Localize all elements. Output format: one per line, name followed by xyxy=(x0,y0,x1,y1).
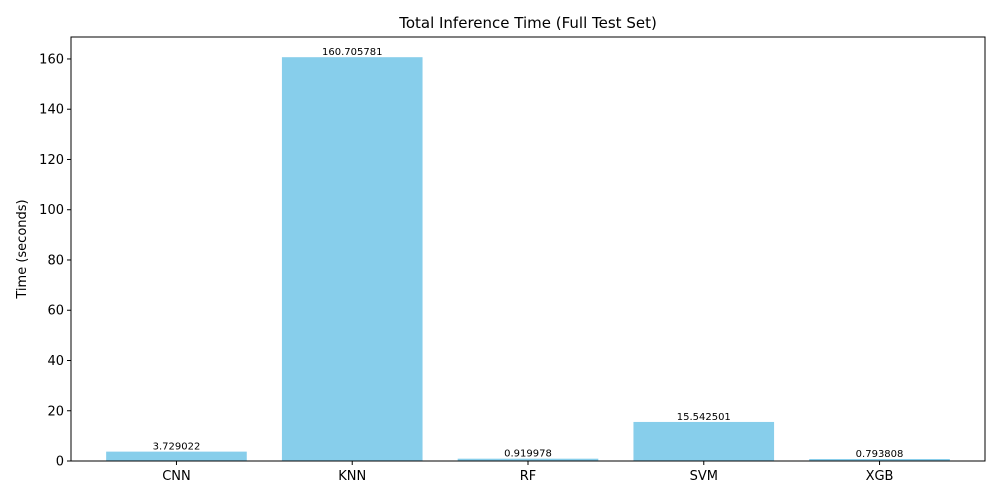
y-tick-label: 100 xyxy=(39,203,64,218)
bar-xgb xyxy=(809,459,950,461)
bar-value-label-cnn: 3.729022 xyxy=(153,442,201,453)
x-tick-label-xgb: XGB xyxy=(866,469,894,484)
plot-frame xyxy=(70,36,986,462)
y-tick-label: 160 xyxy=(39,52,64,67)
x-tick-label-cnn: CNN xyxy=(162,469,191,484)
y-tick-label: 40 xyxy=(47,354,64,369)
y-tick-label: 80 xyxy=(47,253,64,268)
bar-rf xyxy=(457,458,599,461)
y-axis-label: Time (seconds) xyxy=(15,199,30,299)
y-axis-ticks: 0 20 40 60 80 100 120 140 160 xyxy=(39,52,71,470)
bars-group xyxy=(106,57,950,461)
bar-knn xyxy=(281,57,423,461)
bar-value-label-svm: 15.542501 xyxy=(677,412,731,423)
y-tick-label: 140 xyxy=(39,103,64,118)
y-tick-label: 60 xyxy=(47,304,64,319)
x-tick-label-svm: SVM xyxy=(690,469,718,484)
bar-value-label-xgb: 0.793808 xyxy=(856,449,904,460)
bar-value-label-rf: 0.919978 xyxy=(504,449,552,460)
y-tick-label: 120 xyxy=(39,153,64,168)
bar-svm xyxy=(633,421,775,461)
bar-value-label-knn: 160.705781 xyxy=(322,47,382,58)
bar-cnn xyxy=(106,451,247,461)
y-tick-label: 0 xyxy=(56,455,64,470)
y-tick-label: 20 xyxy=(47,404,64,419)
bar-labels-group: 3.729022 160.705781 0.919978 15.542501 0.793… xyxy=(153,47,904,460)
x-tick-label-rf: RF xyxy=(520,469,537,484)
x-axis-ticks: CNN KNN RF SVM XGB xyxy=(162,461,893,484)
x-tick-label-knn: KNN xyxy=(338,469,366,484)
chart-title: Total Inference Time (Full Test Set) xyxy=(398,14,657,32)
